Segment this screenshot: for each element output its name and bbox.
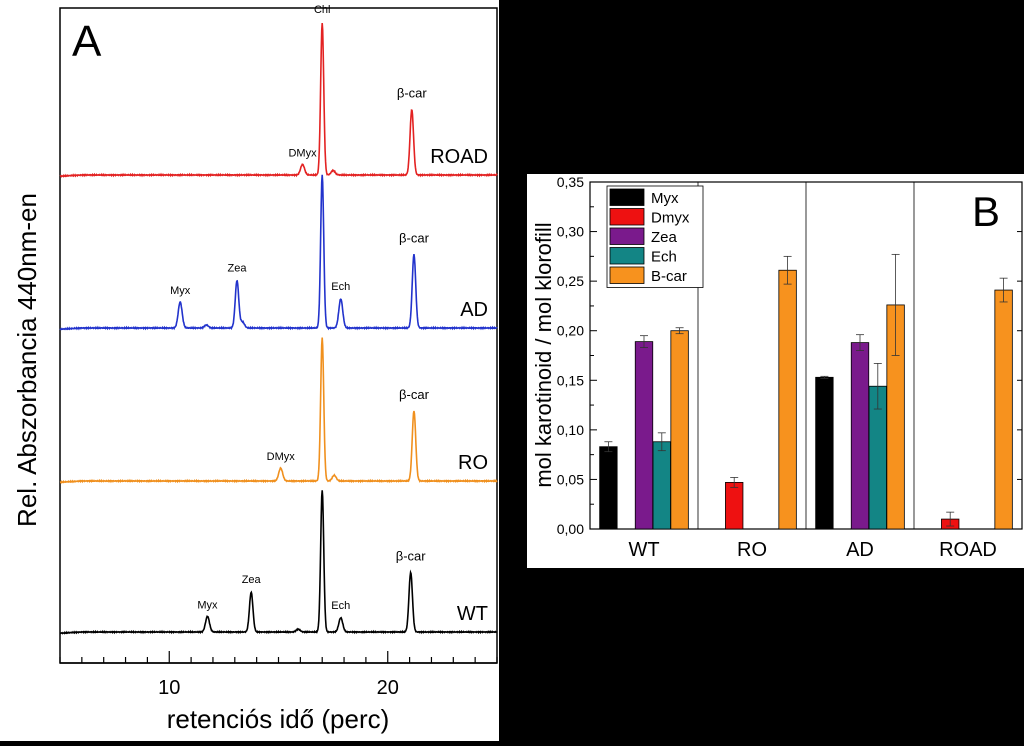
y-tick-label: 0,20	[557, 323, 584, 339]
peak-label: β-car	[399, 231, 430, 246]
panel-a-background	[0, 0, 499, 741]
legend-label: Myx	[651, 190, 679, 207]
legend-label: B-car	[651, 268, 687, 285]
peak-label: Ech	[331, 281, 350, 293]
panel-a-x-axis: 10 20	[59, 651, 498, 699]
trace-line-ro	[59, 337, 498, 485]
trace-name-ro: RO	[458, 452, 488, 474]
bar-b-car-road	[994, 289, 1013, 530]
x-tick-label: 20	[377, 677, 399, 699]
trace-name-ad: AD	[460, 299, 488, 321]
trace-line-ad	[59, 174, 498, 331]
trace-road: DMyx Chl β-car ROAD	[59, 4, 498, 178]
legend-label: Ech	[651, 249, 677, 266]
bar-dmyx-ro	[725, 482, 744, 530]
legend-swatch	[609, 188, 645, 206]
trace-ad: Myx Zea Ech β-car AD	[59, 174, 498, 331]
trace-ro: DMyx β-car RO	[59, 337, 498, 485]
x-category-label: WT	[628, 539, 659, 561]
peak-label: β-car	[399, 387, 430, 402]
bar-zea-ad	[850, 342, 870, 530]
trace-line-wt	[59, 490, 498, 635]
legend-label: Zea	[651, 229, 678, 246]
x-category-label: AD	[846, 539, 874, 561]
panel-b-label: B	[972, 188, 1000, 235]
peak-label: DMyx	[288, 147, 317, 159]
bar-ech-wt	[652, 441, 671, 530]
trace-name-wt: WT	[457, 603, 488, 625]
trace-name-road: ROAD	[430, 146, 488, 168]
legend-swatch	[609, 266, 645, 284]
x-category-label: ROAD	[939, 539, 997, 561]
bar-b-car-wt	[670, 330, 689, 530]
peak-label: β-car	[397, 86, 428, 101]
peak-label: Zea	[228, 263, 248, 275]
y-tick-label: 0,05	[557, 471, 584, 487]
peak-label: Chl	[314, 4, 331, 16]
trace-line-road	[59, 22, 498, 178]
panel-a-xlabel: retenciós idő (perc)	[167, 704, 390, 734]
trace-wt: Myx Zea Ech β-car WT	[59, 490, 498, 635]
peak-label: DMyx	[267, 451, 296, 463]
legend-swatch	[609, 227, 645, 245]
bar-b-car-ro	[778, 269, 797, 530]
y-tick-label: 0,25	[557, 273, 584, 289]
y-tick-label: 0,10	[557, 422, 584, 438]
legend-swatch	[609, 247, 645, 265]
peak-label: Ech	[331, 600, 350, 612]
panel-b-bars	[599, 253, 1013, 530]
peak-label: Myx	[170, 285, 191, 297]
panel-b-ylabel: mol karotinoid / mol klorofill	[531, 222, 556, 487]
y-tick-label: 0,35	[557, 174, 584, 190]
bar-myx-ad	[815, 376, 834, 530]
x-tick-label: 10	[158, 677, 180, 699]
x-category-label: RO	[737, 539, 767, 561]
peak-label: Myx	[197, 599, 218, 611]
bar-zea-wt	[634, 341, 654, 530]
panel-b-legend: Myx Dmyx Zea Ech B-car	[606, 185, 704, 288]
peak-label: Zea	[242, 574, 262, 586]
y-tick-label: 0,00	[557, 521, 584, 537]
bar-myx-wt	[599, 446, 618, 530]
legend-swatch	[609, 208, 645, 226]
y-tick-label: 0,15	[557, 372, 584, 388]
y-tick-label: 0,30	[557, 224, 584, 240]
panel-a-traces: DMyx Chl β-car ROAD Myx Zea Ech β-car AD DMyx β-ca…	[59, 4, 498, 635]
legend-label: Dmyx	[651, 210, 690, 227]
panel-a-label: A	[72, 17, 102, 66]
peak-label: β-car	[396, 548, 427, 563]
panel-a-ylabel: Rel. Abszorbancia 440nm-en	[12, 193, 42, 527]
